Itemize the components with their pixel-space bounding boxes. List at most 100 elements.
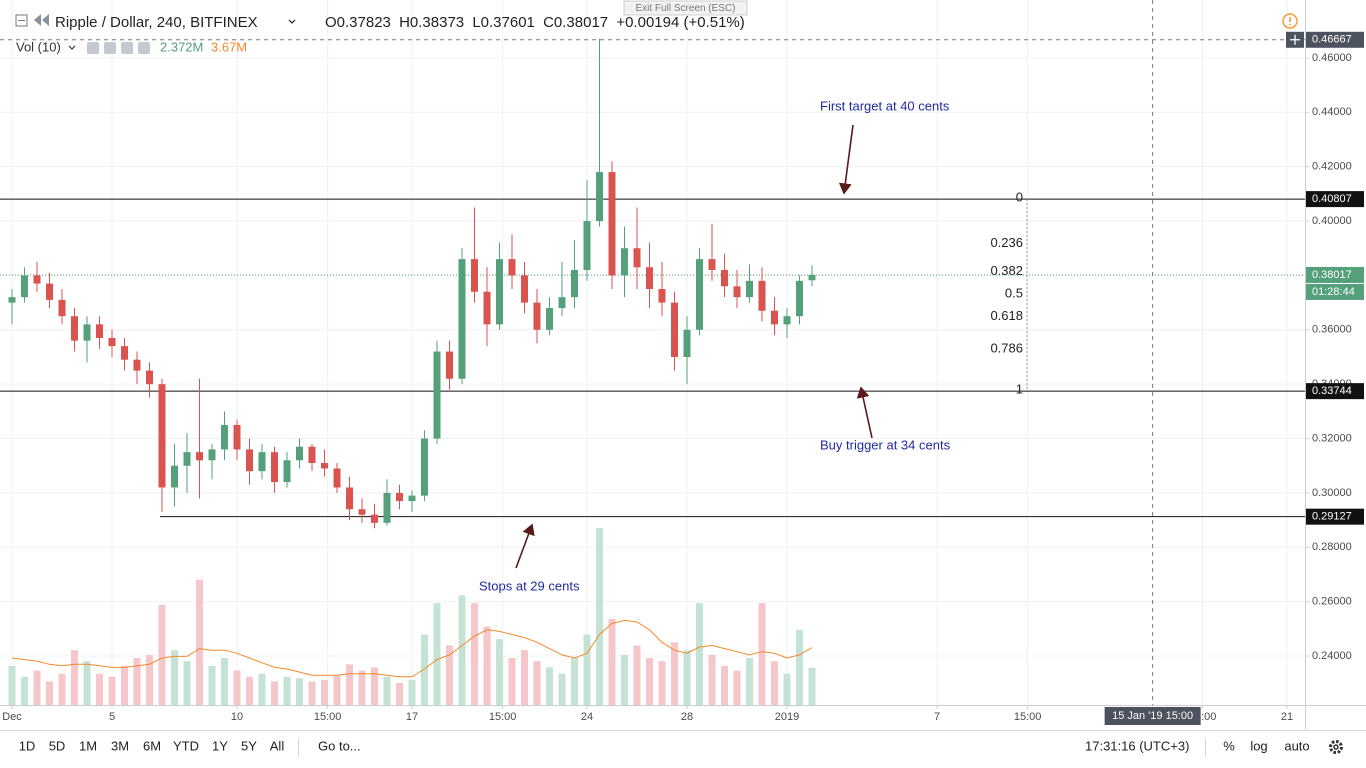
x-tick-label: 2019 <box>775 711 799 723</box>
volume-bar <box>396 683 403 705</box>
candle-body <box>383 492 391 523</box>
volume-bar <box>271 681 278 705</box>
warning-icon[interactable] <box>1282 13 1298 29</box>
auto-toggle[interactable]: auto <box>1284 738 1309 753</box>
range-button[interactable]: 6M <box>143 738 161 753</box>
candle-body <box>533 302 541 330</box>
volume-bar <box>21 676 28 705</box>
grid <box>0 0 1305 705</box>
range-button[interactable]: 1Y <box>212 738 228 753</box>
volume-bar <box>46 681 53 705</box>
candle-body <box>358 509 366 515</box>
crosshair-price-label: 0.46667 <box>1312 34 1352 46</box>
annotation: Buy trigger at 34 cents <box>820 437 951 452</box>
volume-bar <box>671 642 678 705</box>
candle-body <box>308 446 316 464</box>
candle-body <box>146 370 153 385</box>
volume-title[interactable]: Vol (10) <box>16 39 61 54</box>
fib-level-label: 1 <box>1016 382 1023 397</box>
clock[interactable]: 17:31:16 (UTC+3) <box>1085 738 1189 753</box>
volume-bar <box>83 661 91 705</box>
volume-bar <box>58 673 66 705</box>
volume-bar <box>433 603 441 705</box>
x-tick-label: Dec <box>2 711 22 723</box>
volume-bar <box>258 673 266 705</box>
line-price-label: 0.40807 <box>1312 193 1352 205</box>
symbol-title[interactable]: Ripple / Dollar, 240, BITFINEX <box>55 14 258 31</box>
candle-body <box>633 248 641 268</box>
candle-body <box>233 424 241 450</box>
volume-bar <box>221 658 228 705</box>
y-tick-label: 0.26000 <box>1312 596 1352 608</box>
candle-body <box>21 275 28 298</box>
volume-value: 2.372M <box>160 39 203 54</box>
countdown: 01:28:44 <box>1312 286 1355 298</box>
range-button[interactable]: 5D <box>49 738 66 753</box>
candle-body <box>408 495 416 502</box>
candle-body <box>258 452 266 472</box>
candle-body <box>196 452 203 461</box>
exit-fullscreen[interactable] <box>623 0 748 16</box>
warning-icon <box>1289 23 1291 26</box>
candle-body <box>696 259 703 330</box>
range-button[interactable]: 5Y <box>241 738 257 753</box>
annotation: Stops at 29 cents <box>479 578 580 593</box>
study-icon[interactable] <box>104 42 116 54</box>
volume-bar <box>71 650 78 705</box>
last-price-label: 0.38017 <box>1312 269 1352 281</box>
candle-body <box>58 299 66 317</box>
range-button[interactable]: YTD <box>173 738 199 753</box>
candle-body <box>8 297 16 303</box>
fib-level-label: 0.236 <box>990 235 1023 250</box>
crosshair-time-box <box>1104 707 1201 725</box>
fib-level-label: 0.382 <box>990 263 1023 278</box>
x-tick-label: 17 <box>406 711 418 723</box>
fib-level-label: 0.786 <box>990 340 1023 355</box>
candle-body <box>796 280 803 317</box>
volume-bar <box>696 603 703 705</box>
volume-bar <box>8 665 16 705</box>
candle-body <box>158 384 166 488</box>
candle-body <box>433 351 441 439</box>
candle-body <box>808 274 816 281</box>
candle-body <box>271 452 278 483</box>
volume-bar <box>758 603 766 705</box>
range-button[interactable]: All <box>270 738 285 753</box>
volume-bar <box>108 676 116 705</box>
volume-bar <box>583 634 591 705</box>
volume-bar <box>658 661 666 705</box>
range-button[interactable]: 1M <box>79 738 97 753</box>
study-icon[interactable] <box>121 42 133 54</box>
candle-body <box>496 259 503 325</box>
collapse-icon[interactable] <box>15 14 28 27</box>
candle-body <box>683 329 691 357</box>
percent-toggle[interactable]: % <box>1223 738 1235 753</box>
candle-body <box>671 302 678 357</box>
candle-body <box>83 324 91 341</box>
range-button[interactable]: 1D <box>19 738 36 753</box>
fib-level-label: 0.618 <box>990 308 1023 323</box>
volume-bar <box>233 670 241 705</box>
log-toggle[interactable]: log <box>1250 738 1267 753</box>
goto-button[interactable]: Go to... <box>318 738 361 753</box>
candle-body <box>596 172 603 222</box>
volume-bar <box>683 650 691 705</box>
volume-bar <box>621 654 628 705</box>
volume-bar <box>508 658 516 705</box>
line-price-label-box <box>1306 383 1364 400</box>
candle-body <box>483 291 491 325</box>
candle-body <box>458 259 466 379</box>
exit-fullscreen-label[interactable]: Exit Full Screen (ESC) <box>635 3 735 14</box>
settings-icon[interactable] <box>1329 740 1343 754</box>
candle-body <box>46 283 53 300</box>
arrow <box>856 386 873 439</box>
x-tick-label: 21 <box>1281 711 1293 723</box>
volume-bar <box>483 626 491 705</box>
study-icon[interactable] <box>87 42 99 54</box>
range-button[interactable]: 3M <box>111 738 129 753</box>
fib-level-label: 0 <box>1016 190 1023 205</box>
crosshair-price-label-box <box>1306 31 1364 48</box>
study-icon[interactable] <box>138 42 150 54</box>
overlay: 0.40807 0.33744 0.29127 0.38017 01:28:44 0.46… <box>0 0 1364 725</box>
volume-ma-line <box>11 619 813 678</box>
